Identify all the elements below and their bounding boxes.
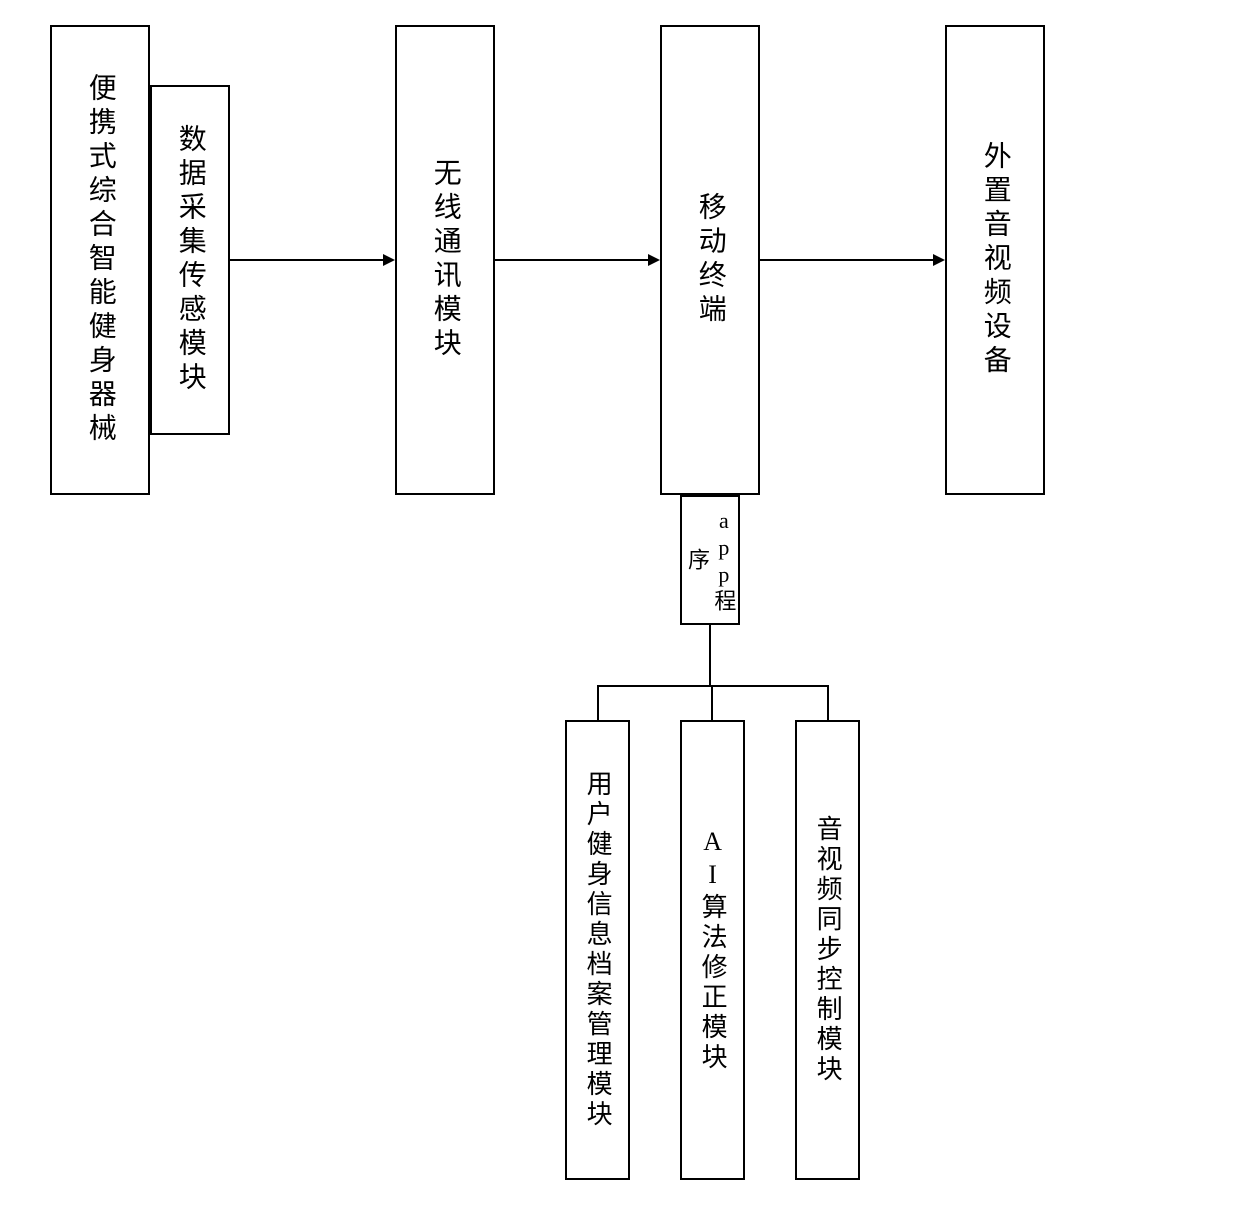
- label-equipment: 便携式综合智能健身器械: [83, 73, 117, 447]
- edge-wireless-mobile: [495, 259, 648, 261]
- node-app: app程序: [680, 495, 740, 625]
- edge-mobile-avdevice: [760, 259, 933, 261]
- arrowhead-mobile-avdevice: [933, 254, 945, 266]
- connector-bus: [597, 685, 829, 687]
- label-sync-module: 音视频同步控制模块: [812, 815, 843, 1085]
- connector-child-3: [827, 685, 829, 720]
- label-app: app程序: [684, 505, 737, 615]
- node-sensor: 数据采集传感模块: [150, 85, 230, 435]
- node-mobile: 移动终端: [660, 25, 760, 495]
- label-sensor: 数据采集传感模块: [173, 124, 207, 396]
- connector-app-down: [709, 625, 711, 685]
- node-ai-module: AI算法修正模块: [680, 720, 745, 1180]
- node-wireless: 无线通讯模块: [395, 25, 495, 495]
- label-mobile: 移动终端: [693, 192, 727, 328]
- node-user-module: 用户健身信息档案管理模块: [565, 720, 630, 1180]
- connector-child-2: [711, 685, 713, 720]
- connector-child-1: [597, 685, 599, 720]
- arrowhead-wireless-mobile: [648, 254, 660, 266]
- node-av-device: 外置音视频设备: [945, 25, 1045, 495]
- label-user-module: 用户健身信息档案管理模块: [582, 770, 613, 1130]
- arrowhead-sensor-wireless: [383, 254, 395, 266]
- edge-sensor-wireless: [230, 259, 383, 261]
- label-ai-module: AI算法修正模块: [697, 827, 728, 1073]
- node-sync-module: 音视频同步控制模块: [795, 720, 860, 1180]
- label-wireless: 无线通讯模块: [428, 158, 462, 362]
- node-equipment: 便携式综合智能健身器械: [50, 25, 150, 495]
- label-av-device: 外置音视频设备: [978, 141, 1012, 379]
